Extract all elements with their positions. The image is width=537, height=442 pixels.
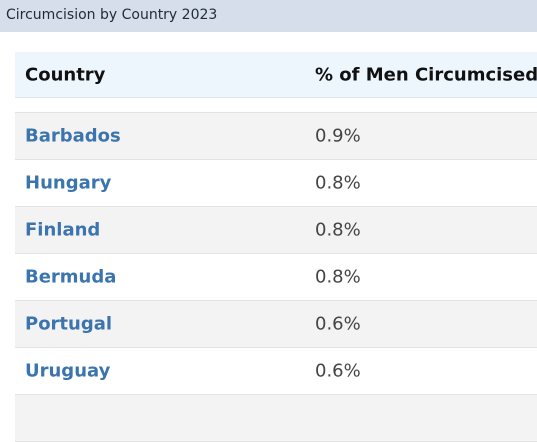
percent-cell: 0.8% xyxy=(315,219,361,241)
table-row: Uruguay 0.6% xyxy=(15,348,537,395)
table-row: Portugal 0.6% xyxy=(15,301,537,348)
table-row: Barbados 0.9% xyxy=(15,113,537,160)
spacer xyxy=(15,98,537,113)
country-link[interactable]: Uruguay xyxy=(25,360,111,382)
table-row xyxy=(15,395,537,442)
table: Country % of Men Circumcised Barbados 0.9… xyxy=(15,52,537,442)
percent-cell: 0.8% xyxy=(315,266,361,288)
percent-cell: 0.8% xyxy=(315,172,361,194)
country-link[interactable]: Finland xyxy=(25,219,101,241)
column-header: % of Men Circumcised xyxy=(315,64,537,85)
percent-cell: 0.6% xyxy=(315,313,361,335)
table-row: Finland 0.8% xyxy=(15,207,537,254)
country-link[interactable]: Bermuda xyxy=(25,266,117,288)
title-bar: Circumcision by Country 2023 xyxy=(0,0,537,32)
percent-cell: 0.9% xyxy=(315,125,361,147)
header-row: Country % of Men Circumcised xyxy=(15,52,537,98)
column-header: Country xyxy=(25,64,106,85)
percent-cell: 0.6% xyxy=(315,360,361,382)
country-link[interactable]: Hungary xyxy=(25,172,112,194)
table-row: Bermuda 0.8% xyxy=(15,254,537,301)
country-link[interactable]: Portugal xyxy=(25,313,113,335)
country-link[interactable]: Barbados xyxy=(25,125,121,147)
table-row: Hungary 0.8% xyxy=(15,160,537,207)
page-title: Circumcision by Country 2023 xyxy=(6,7,218,23)
